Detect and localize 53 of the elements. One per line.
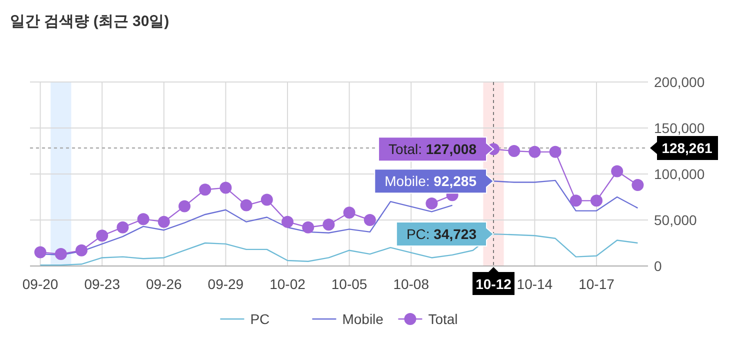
point [240, 199, 252, 212]
point [220, 182, 232, 194]
point [137, 213, 150, 226]
point [426, 197, 438, 210]
point [570, 194, 582, 207]
x-tick-label: 10-17 [578, 276, 615, 292]
y-tick-label: 100,000 [654, 166, 705, 182]
point [282, 216, 294, 228]
x-tick-label: 09-29 [208, 276, 244, 292]
point [260, 194, 273, 206]
point [34, 246, 46, 258]
point [528, 146, 541, 158]
ref-line-label: 10-12 [476, 276, 512, 292]
point [54, 248, 67, 260]
ref-line-label: 10-12 [472, 267, 514, 295]
point [116, 221, 129, 234]
annotation: Total: 127,008 [388, 141, 477, 158]
point [322, 218, 335, 231]
y-tick-label: 200,000 [654, 74, 705, 90]
legend-label: Total [428, 311, 458, 327]
tooltip: Mobile: 92,285 [374, 168, 494, 194]
point [199, 184, 212, 196]
point [76, 244, 88, 256]
ref-line-label: 128,261 [662, 140, 713, 156]
ref-line-label: 128,261 [650, 136, 718, 160]
x-tick-label: 10-02 [270, 276, 306, 292]
point [590, 194, 602, 207]
x-tick-label: 10-08 [393, 276, 430, 292]
point [549, 146, 562, 158]
x-tick-label: 09-26 [146, 276, 182, 292]
legend-label: PC [250, 311, 270, 327]
point [632, 179, 644, 192]
tooltip: Total: 127,008 [378, 136, 494, 162]
point [96, 230, 108, 242]
x-tick-label: 09-23 [84, 276, 120, 292]
point [364, 214, 376, 226]
y-tick-label: 50,000 [654, 212, 698, 228]
annotation: PC: 34,723 [406, 226, 477, 242]
point [611, 165, 624, 178]
y-tick-label: 0 [654, 258, 662, 274]
x-tick-label: 10-14 [516, 276, 553, 292]
point [508, 145, 520, 157]
point [343, 206, 356, 219]
point [158, 216, 170, 228]
annotation: Mobile: 92,285 [384, 173, 477, 190]
point [178, 200, 190, 212]
tooltip: PC: 34,723 [396, 222, 494, 247]
x-tick-label: 10-05 [331, 276, 368, 292]
legend-label: Mobile [342, 311, 384, 327]
point [302, 221, 314, 234]
x-tick-label: 09-20 [22, 276, 58, 292]
y-tick-label: 150,000 [654, 120, 705, 136]
chart-title: 일간 검색량 (최근 30일) [10, 13, 170, 30]
